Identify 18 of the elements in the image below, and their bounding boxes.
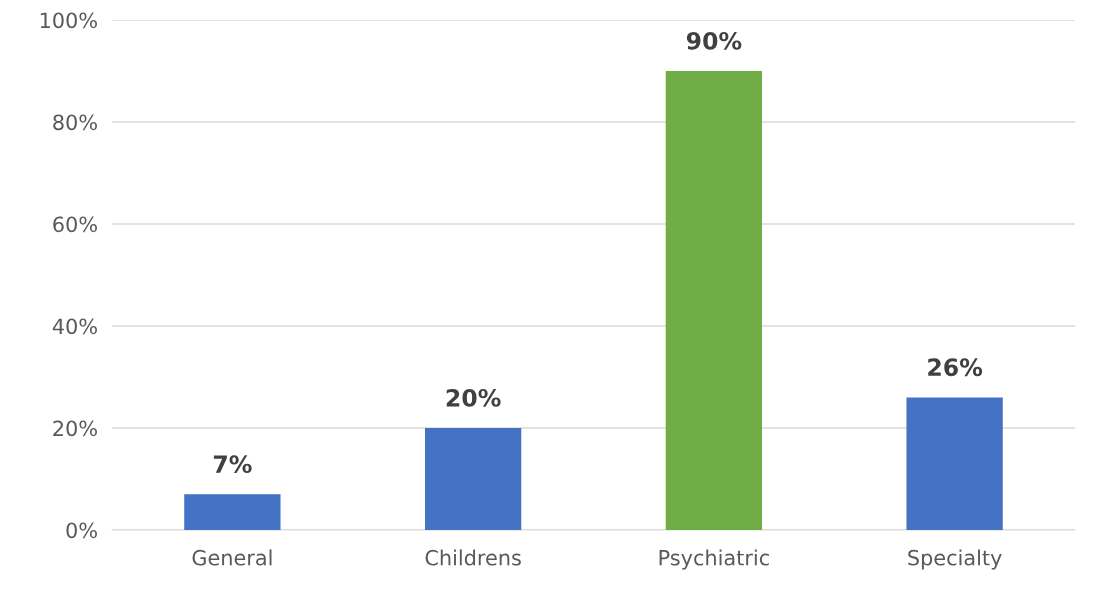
- bar: [906, 397, 1003, 530]
- y-tick-label: 0%: [66, 522, 97, 539]
- y-tick-label: 40%: [52, 318, 97, 335]
- bar: [665, 71, 763, 530]
- x-tick-label: Specialty: [908, 549, 1002, 570]
- data-label: 90%: [686, 31, 742, 50]
- x-tick-label: General: [192, 549, 272, 566]
- y-tick-label: 80%: [53, 114, 97, 131]
- data-label: 7%: [213, 455, 252, 474]
- data-label: 20%: [446, 388, 501, 407]
- bar: [184, 494, 281, 530]
- y-tick-label: 60%: [53, 216, 97, 233]
- x-tick-label: Psychiatric: [659, 549, 769, 570]
- data-label: 26%: [928, 358, 983, 377]
- y-tick-label: 100%: [40, 12, 97, 29]
- x-tick-label: Childrens: [425, 549, 521, 566]
- y-tick-label: 20%: [53, 420, 97, 437]
- bar: [424, 428, 522, 530]
